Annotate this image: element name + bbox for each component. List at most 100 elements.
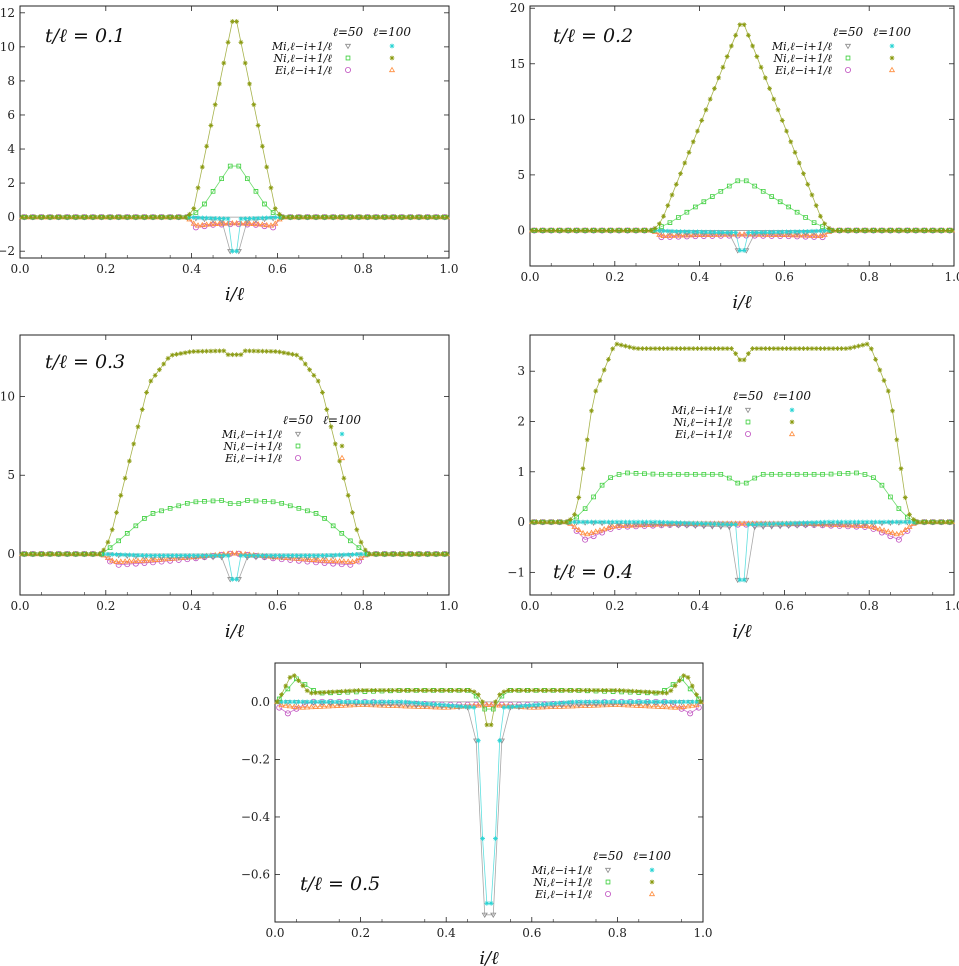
data-point: [589, 228, 594, 233]
data-point: [868, 519, 874, 525]
data-point: [877, 228, 883, 233]
data-point: [302, 556, 309, 562]
data-point: [501, 705, 507, 710]
y-tick-label: 12: [0, 6, 15, 20]
data-point: [550, 519, 556, 525]
data-point: [247, 81, 252, 87]
data-point: [563, 519, 569, 525]
data-point: [440, 551, 445, 557]
data-point: [631, 519, 637, 525]
data-point: [262, 499, 267, 504]
data-point: [535, 687, 541, 693]
data-point: [238, 352, 244, 358]
data-point: [606, 228, 611, 233]
data-point: [262, 201, 267, 207]
data-point: [392, 214, 398, 220]
legend-header: ℓ=100: [633, 849, 671, 863]
y-tick-label: 2: [517, 414, 525, 428]
data-point: [272, 215, 278, 220]
data-point: [794, 523, 801, 529]
data-point: [41, 551, 46, 557]
data-point: [131, 214, 137, 220]
x-tick-label: 0.2: [351, 926, 370, 940]
data-point: [724, 54, 730, 59]
data-point: [212, 102, 218, 108]
data-point: [287, 674, 293, 680]
data-point: [835, 228, 840, 233]
data-point: [836, 522, 843, 529]
legend-marker: [845, 67, 852, 74]
data-point: [647, 699, 652, 705]
data-point: [647, 689, 652, 695]
data-point: [279, 699, 284, 705]
data-point: [377, 699, 383, 705]
data-point: [661, 519, 666, 525]
data-point: [681, 699, 687, 705]
data-point: [941, 519, 946, 525]
data-point: [236, 501, 242, 506]
data-point: [195, 553, 201, 559]
data-point: [157, 214, 162, 220]
data-point: [414, 551, 420, 557]
data-point: [775, 346, 781, 351]
data-point: [818, 519, 823, 525]
time-annotation: t/ℓ = 0.1: [45, 25, 125, 47]
data-point: [404, 702, 411, 709]
data-point: [212, 348, 218, 354]
data-point: [813, 228, 819, 234]
data-point: [710, 194, 715, 199]
x-tick-label: 1.0: [944, 599, 959, 613]
data-point: [754, 230, 760, 235]
data-point: [336, 558, 343, 564]
data-point: [323, 557, 330, 563]
data-point: [576, 519, 582, 525]
data-point: [411, 687, 417, 693]
data-point: [219, 176, 224, 182]
data-point: [463, 704, 468, 710]
y-tick-label: 4: [7, 142, 15, 156]
data-point: [482, 706, 488, 712]
data-point: [760, 524, 767, 530]
data-point: [792, 520, 798, 526]
data-point: [190, 220, 197, 226]
data-point: [588, 529, 595, 535]
data-point: [582, 506, 588, 511]
y-tick-label: 1: [517, 465, 525, 479]
data-point: [579, 529, 587, 536]
time-annotation: t/ℓ = 0.5: [300, 873, 380, 895]
data-point: [614, 519, 620, 525]
data-point: [614, 341, 620, 347]
data-point: [724, 346, 730, 351]
data-point: [720, 346, 726, 351]
data-point: [689, 699, 695, 705]
data-point: [575, 526, 582, 533]
y-tick-label: 8: [7, 74, 15, 88]
data-point: [582, 699, 588, 705]
data-point: [936, 228, 942, 233]
data-point: [784, 128, 789, 134]
data-point: [567, 702, 574, 709]
data-point: [681, 232, 688, 238]
data-point: [299, 704, 306, 710]
data-point: [284, 710, 291, 717]
data-point: [505, 687, 511, 693]
data-point: [724, 230, 730, 235]
data-point: [601, 228, 607, 233]
data-point: [229, 248, 235, 254]
data-point: [268, 185, 274, 191]
data-point: [510, 687, 515, 693]
data-point: [350, 552, 355, 557]
data-point: [540, 687, 545, 693]
data-point: [575, 702, 582, 708]
legend-header: ℓ=50: [593, 849, 624, 863]
data-point: [278, 701, 285, 708]
y-tick-label: 0: [517, 223, 525, 237]
data-point: [377, 687, 383, 693]
data-point: [828, 471, 834, 477]
data-point: [308, 703, 315, 710]
data-point: [558, 703, 565, 709]
x-tick-label: 0.0: [10, 599, 29, 613]
data-point: [695, 229, 700, 235]
data-point: [437, 702, 443, 708]
data-point: [856, 519, 861, 525]
